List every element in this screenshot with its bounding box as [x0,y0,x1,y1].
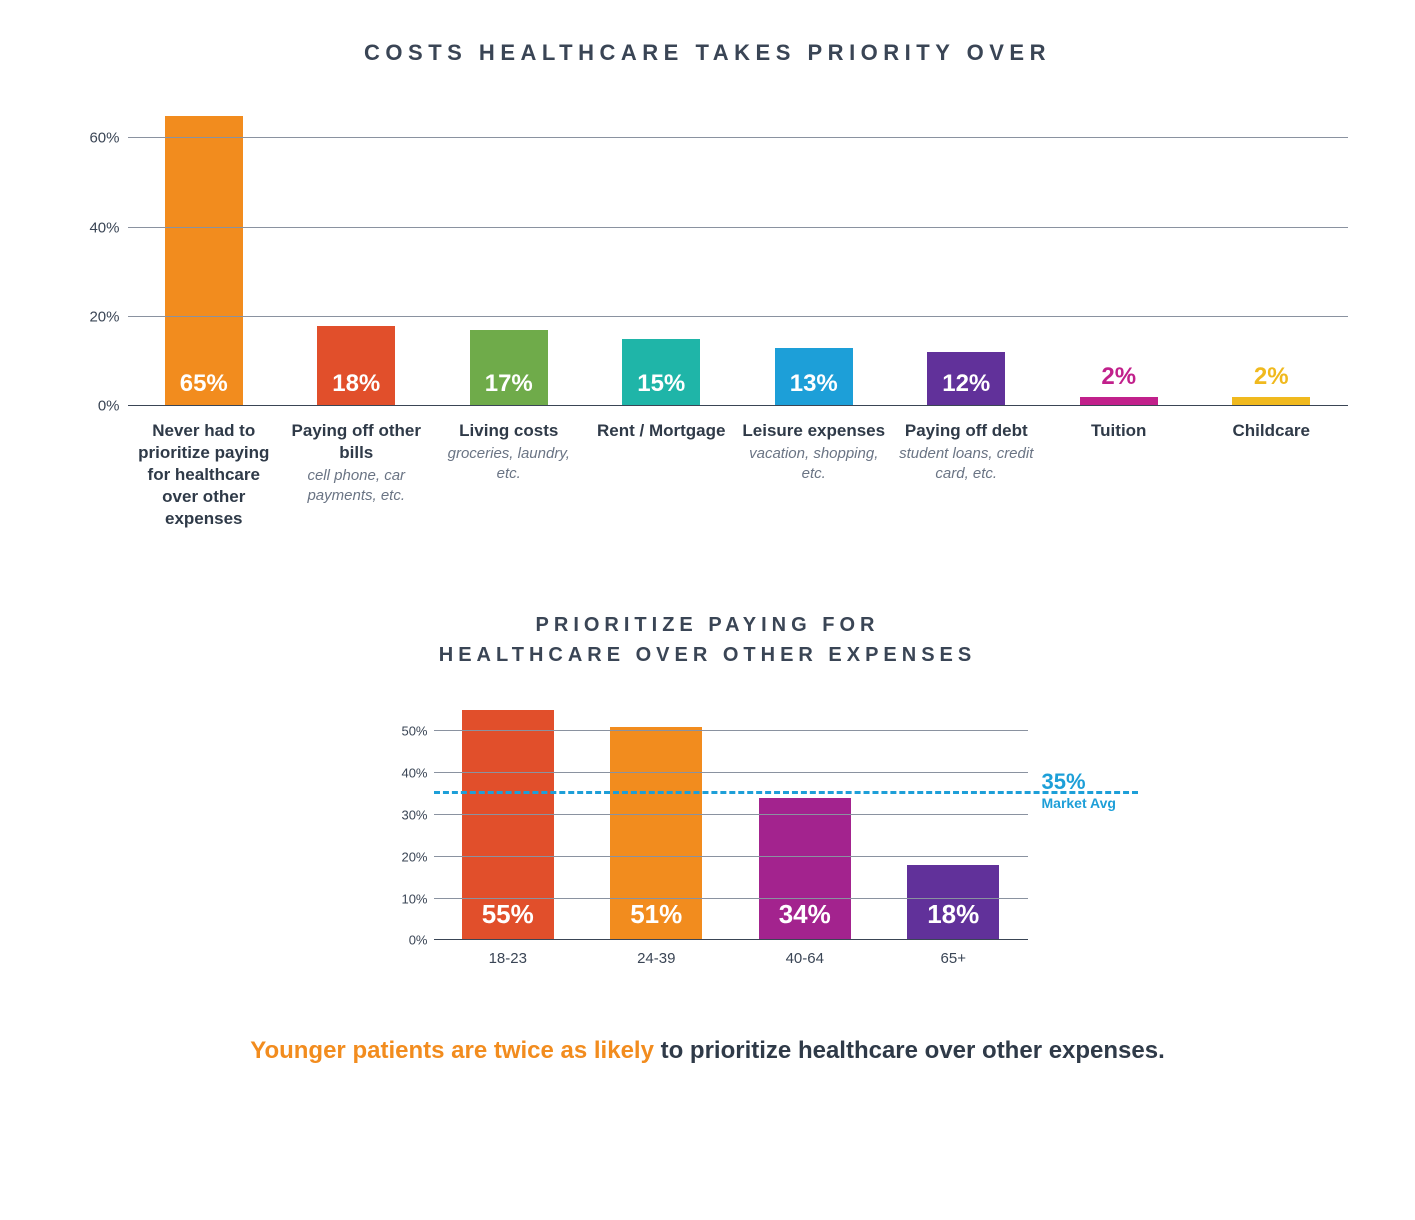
chart1-gridline [128,137,1348,138]
chart1-xlabel-sub: cell phone, car payments, etc. [284,466,429,505]
chart1-xlabel: Leisure expensesvacation, shopping, etc. [738,420,891,530]
chart1-xlabel-main: Never had to prioritize paying for healt… [132,420,277,530]
chart2-gridline [434,814,1028,815]
chart2-ytick: 50% [401,724,427,739]
chart1-bar: 15% [622,339,700,406]
chart2-gridline [434,730,1028,731]
chart1-bar-column: 15% [585,116,738,406]
chart1-xlabel: Childcare [1195,420,1348,530]
chart2-plot: 0%10%20%30%40%50% 55%51%34%18% 35%Market… [434,710,1028,940]
chart1-xlabel-main: Childcare [1199,420,1344,442]
chart1-plot: 0%20%40%60% 65%18%17%15%13%12%2%2% [128,116,1348,406]
chart2-xlabel: 40-64 [731,950,880,967]
chart2-ytick: 20% [401,849,427,864]
chart1-bar-value: 65% [180,370,228,398]
chart1: 0% 20% 40% 60% 65% 18% 17% 15% 13% 12% 2% 2% Never… [68,116,1348,530]
chart1-xlabel-sub: groceries, laundry, etc. [437,444,582,483]
chart1-bars: 65% 18% 17% 15% 13% 12% 2% 2% [128,116,1348,406]
chart1-xlabel: Paying off other billscell phone, car pa… [280,420,433,530]
chart1-bar-value: 13% [790,370,838,398]
footer-rest-text: to prioritize healthcare over other expe… [654,1037,1165,1064]
chart2-gridline [434,898,1028,899]
chart2-xlabel: 18-23 [434,950,583,967]
chart2-bar-column: 55% [434,710,583,940]
chart1-gridline [128,405,1348,406]
chart1-xlabel: Paying off debtstudent loans, credit car… [890,420,1043,530]
chart1-title: COSTS HEALTHCARE TAKES PRIORITY OVER [60,40,1355,66]
chart1-bar: 18% [317,326,395,406]
chart2-bar: 34% [759,798,851,940]
chart1-gridline [128,316,1348,317]
chart1-yaxis: 0%20%40%60% [68,116,128,406]
chart2-title: PRIORITIZE PAYING FORHEALTHCARE OVER OTH… [60,610,1355,670]
chart2-ytick: 0% [409,933,428,948]
chart1-bar-value: 17% [485,370,533,398]
chart1-bar-column: 65% [128,116,281,406]
chart1-bar: 17% [470,330,548,406]
chart2-bar-value: 34% [779,899,831,930]
chart1-bar-value: 2% [1254,363,1289,391]
chart2-bars: 55% 51% 34% 18% [434,710,1028,940]
chart1-ytick: 0% [98,398,120,415]
chart1-bar: 65% [165,116,243,406]
chart2-bar-value: 18% [927,899,979,930]
chart1-bar-value: 15% [637,370,685,398]
chart1-xlabel-main: Leisure expenses [742,420,887,442]
chart1-xlabel-main: Living costs [437,420,582,442]
footer-sentence: Younger patients are twice as likely to … [60,1037,1355,1065]
chart1-ytick: 60% [89,130,119,147]
chart1-bar-column: 17% [433,116,586,406]
chart2-ytick: 10% [401,891,427,906]
chart1-xlabel: Rent / Mortgage [585,420,738,530]
chart1-bar-value: 18% [332,370,380,398]
chart1-xlabel: Living costsgroceries, laundry, etc. [433,420,586,530]
chart2-bar: 51% [610,727,702,940]
chart1-bar: 12% [927,352,1005,406]
chart2-gridline [434,856,1028,857]
chart1-xlabel: Tuition [1043,420,1196,530]
chart1-bar-column: 2% [1043,116,1196,406]
chart1-xlabel-main: Tuition [1047,420,1192,442]
chart1-bar-column: 12% [890,116,1043,406]
chart1-xlabel-main: Paying off other bills [284,420,429,464]
chart1-gridline [128,227,1348,228]
market-avg-label: 35%Market Avg [1042,769,1116,811]
chart1-xlabel-main: Rent / Mortgage [589,420,734,442]
chart2-xlabel: 24-39 [582,950,731,967]
chart2-gridline [434,772,1028,773]
chart1-ytick: 40% [89,219,119,236]
chart2-bar: 55% [462,710,554,940]
chart1-xlabel-main: Paying off debt [894,420,1039,442]
chart1-bar-value: 12% [942,370,990,398]
chart2-bar-column: 34% [731,710,880,940]
chart1-xlabel-sub: student loans, credit card, etc. [894,444,1039,483]
chart2-gridline [434,939,1028,940]
chart1-bar-value: 2% [1101,363,1136,391]
chart2-bar-column: 18% [879,710,1028,940]
chart1-bar: 13% [775,348,853,406]
chart2-bar-value: 55% [482,899,534,930]
chart2-bar-column: 51% [582,710,731,940]
chart2-ytick: 30% [401,808,427,823]
chart2-xlabels: 18-2324-3940-6465+ [434,950,1028,967]
chart2-xlabel: 65+ [879,950,1028,967]
chart1-bar-column: 2% [1195,116,1348,406]
market-avg-line [434,791,1138,794]
chart2-bar-value: 51% [630,899,682,930]
chart1-xlabel-sub: vacation, shopping, etc. [742,444,887,483]
chart1-xlabel: Never had to prioritize paying for healt… [128,420,281,530]
chart1-bar-column: 13% [738,116,891,406]
chart2-ytick: 40% [401,766,427,781]
chart2-bar: 18% [907,865,999,940]
chart1-bar-column: 18% [280,116,433,406]
chart1-xlabels: Never had to prioritize paying for healt… [128,420,1348,530]
chart1-ytick: 20% [89,308,119,325]
footer-accent-text: Younger patients are twice as likely [250,1037,654,1064]
chart2: 0%10%20%30%40%50% 55%51%34%18% 35%Market… [388,710,1028,967]
chart2-yaxis: 0%10%20%30%40%50% [388,710,434,940]
